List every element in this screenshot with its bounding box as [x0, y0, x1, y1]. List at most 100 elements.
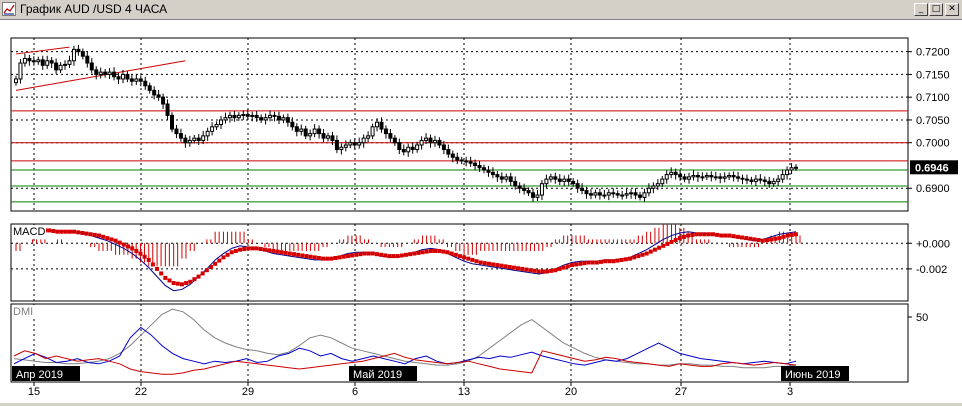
chart-area[interactable]: 0.7200 0.7150 0.7100 0.7050 0.7000 0.6900 0.69…: [0, 20, 962, 403]
candle: [290, 121, 295, 128]
candle: [303, 128, 308, 137]
candle: [326, 135, 330, 139]
macd-signal-point: [532, 268, 537, 273]
candle: [441, 144, 446, 151]
macd-signal-point: [188, 279, 193, 284]
maximize-button[interactable]: □: [929, 3, 943, 16]
candle: [562, 178, 567, 182]
candle: [539, 183, 544, 196]
close-button[interactable]: ✕: [945, 3, 959, 16]
macd-signal-point: [217, 258, 222, 263]
candle: [14, 78, 18, 84]
candle: [58, 64, 63, 71]
price-tick-label: 0.7000: [916, 138, 950, 150]
macd-signal-point: [246, 246, 251, 251]
macd-signal-point: [777, 236, 782, 241]
macd-signal-point: [495, 263, 500, 268]
macd-signal-point: [681, 234, 686, 239]
macd-signal-point: [370, 251, 375, 256]
macd-signal-point: [781, 234, 786, 239]
candle: [85, 55, 90, 64]
macd-signal-point: [399, 253, 404, 258]
macd-signal-point: [213, 261, 218, 266]
candle: [548, 176, 553, 180]
candle: [606, 192, 611, 196]
candle: [250, 114, 255, 117]
candle: [352, 142, 357, 146]
macd-signal-point: [569, 263, 574, 268]
candle: [758, 178, 763, 181]
macd-signal-point: [337, 255, 342, 260]
chart-app-icon: [2, 2, 16, 16]
candle: [713, 176, 718, 179]
macd-signal-point: [395, 254, 400, 259]
macd-signal-point: [594, 260, 599, 265]
macd-signal-point: [308, 254, 313, 259]
candle: [553, 176, 558, 180]
candle: [339, 146, 344, 151]
macd-signal-point: [155, 266, 160, 271]
macd-signal-point: [109, 237, 114, 242]
macd-signal-point: [462, 255, 467, 260]
macd-signal-point: [731, 234, 736, 239]
candle: [214, 124, 219, 128]
macd-signal-point: [669, 239, 674, 244]
macd-signal-point: [453, 252, 458, 257]
macd-signal-point: [603, 259, 608, 264]
macd-signal-point: [150, 262, 155, 267]
macd-signal-point: [574, 262, 579, 267]
candle: [419, 139, 424, 146]
candle: [718, 176, 723, 179]
macd-signal-point: [520, 266, 525, 271]
macd-signal-point: [121, 242, 126, 247]
candle: [276, 115, 281, 121]
dmi-tick-label: 50: [916, 312, 928, 324]
macd-signal-point: [528, 268, 533, 273]
candle: [232, 114, 237, 119]
candle: [531, 192, 536, 198]
x-tick-label: 27: [675, 386, 687, 398]
panel-frame-macd: [10, 223, 909, 302]
macd-signal-point: [221, 255, 226, 260]
candle: [584, 190, 589, 195]
candle: [210, 126, 215, 132]
macd-signal-point: [225, 252, 230, 257]
macd-signal-point: [764, 238, 769, 243]
macd-signal-point: [628, 256, 633, 261]
window-titlebar[interactable]: График AUD /USD 4 ЧАСА _ □ ✕: [0, 0, 962, 20]
candle: [424, 137, 429, 141]
candle: [611, 192, 616, 195]
macd-signal-point: [204, 268, 209, 273]
window-title: График AUD /USD 4 ЧАСА: [20, 2, 168, 16]
month-label-bg: [781, 366, 849, 381]
candle: [299, 128, 304, 132]
macd-signal-point: [673, 238, 678, 243]
macd-signal-point: [657, 245, 662, 250]
candle: [361, 137, 366, 144]
candle: [170, 114, 174, 130]
macd-signal-point: [163, 275, 168, 280]
x-tick-label: 13: [458, 386, 470, 398]
candle: [174, 128, 179, 135]
candle: [785, 169, 790, 176]
macd-signal-point: [321, 256, 326, 261]
candle: [749, 179, 754, 182]
macd-signal-point: [590, 260, 595, 265]
candle: [129, 78, 134, 82]
candle: [254, 114, 259, 119]
candle: [593, 192, 598, 196]
macd-signal-point: [333, 256, 338, 261]
candle: [272, 114, 277, 117]
panel-frame-price: [10, 37, 909, 212]
chart-canvas[interactable]: 0.7200 0.7150 0.7100 0.7050 0.7000 0.6900 0.69…: [0, 20, 962, 403]
macd-signal-point: [582, 261, 587, 266]
macd-signal-point: [686, 233, 691, 238]
macd-signal-point: [536, 269, 541, 274]
candle: [236, 114, 241, 119]
candle: [205, 130, 210, 137]
candle: [348, 142, 353, 146]
candle: [508, 176, 513, 182]
macd-signal-point: [167, 278, 172, 283]
minimize-button[interactable]: _: [914, 3, 928, 16]
candle: [646, 187, 651, 194]
